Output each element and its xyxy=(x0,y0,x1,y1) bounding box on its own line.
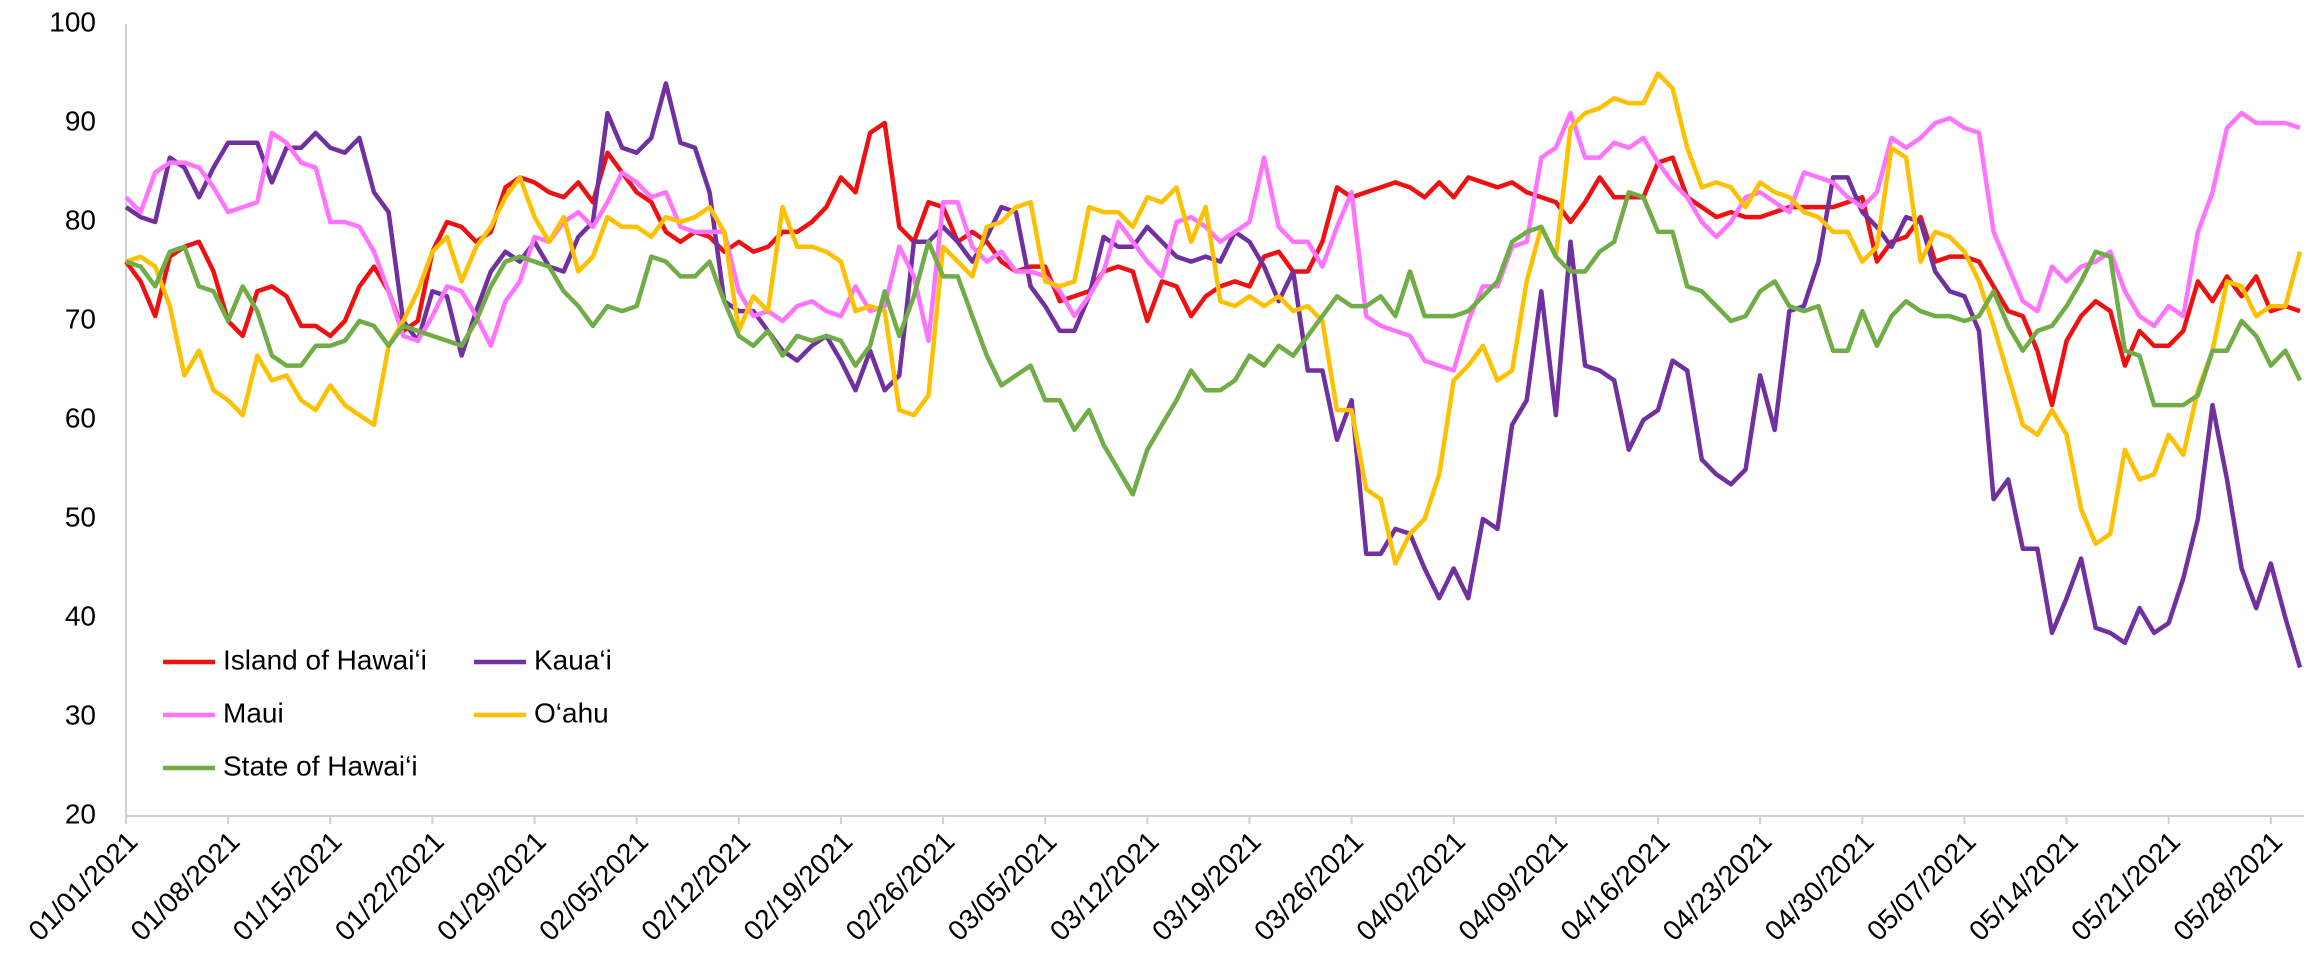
x-tick-label: 01/29/2021 xyxy=(431,826,552,947)
x-tick-label: 04/16/2021 xyxy=(1554,826,1675,947)
y-tick-label: 20 xyxy=(65,798,96,829)
x-tick-label: 01/15/2021 xyxy=(227,826,348,947)
x-tick-label: 04/23/2021 xyxy=(1657,826,1778,947)
x-tick-label: 01/08/2021 xyxy=(125,826,246,947)
x-tick-label: 03/26/2021 xyxy=(1248,826,1369,947)
y-tick-label: 80 xyxy=(65,204,96,235)
x-tick-label: 02/19/2021 xyxy=(737,826,858,947)
x-tick-label: 01/01/2021 xyxy=(22,826,143,947)
series-line xyxy=(125,190,2303,497)
y-tick-label: 60 xyxy=(65,402,96,433)
legend-label: Maui xyxy=(223,697,284,728)
y-tick-label: 70 xyxy=(65,303,96,334)
x-tick-label: 03/19/2021 xyxy=(1146,826,1267,947)
x-tick-label: 01/22/2021 xyxy=(329,826,450,947)
series-line xyxy=(124,81,2303,669)
x-tick-label: 03/05/2021 xyxy=(942,826,1063,947)
x-tick-label: 04/30/2021 xyxy=(1759,826,1880,947)
legend-label: Kaua‘i xyxy=(534,644,612,675)
x-tick-label: 05/07/2021 xyxy=(1861,826,1982,947)
x-tick-label: 04/09/2021 xyxy=(1452,826,1573,947)
x-tick-label: 04/02/2021 xyxy=(1350,826,1471,947)
series-line xyxy=(125,71,2303,566)
legend-label: O‘ahu xyxy=(534,697,609,728)
y-tick-label: 30 xyxy=(65,699,96,730)
legend-label: State of Hawai‘i xyxy=(223,750,418,781)
y-tick-label: 40 xyxy=(65,600,96,631)
y-tick-label: 90 xyxy=(65,105,96,136)
x-tick-label: 02/12/2021 xyxy=(635,826,756,947)
x-tick-label: 05/21/2021 xyxy=(2065,826,2186,947)
legend-label: Island of Hawai‘i xyxy=(223,644,427,675)
x-tick-label: 03/12/2021 xyxy=(1044,826,1165,947)
x-tick-label: 05/28/2021 xyxy=(2167,826,2288,947)
x-tick-label: 05/14/2021 xyxy=(1963,826,2084,947)
x-tick-label: 02/26/2021 xyxy=(840,826,961,947)
series-line xyxy=(124,110,2301,373)
x-tick-label: 02/05/2021 xyxy=(533,826,654,947)
y-tick-label: 50 xyxy=(65,501,96,532)
y-tick-label: 100 xyxy=(49,6,96,37)
